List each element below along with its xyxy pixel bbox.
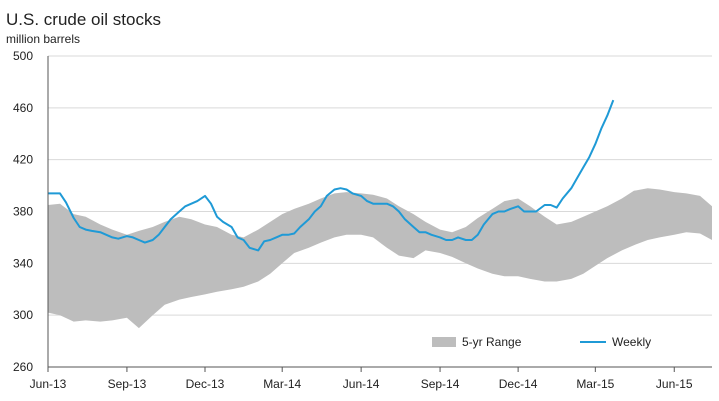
weekly-series-line <box>48 99 615 252</box>
legend: 5-yr Range Weekly <box>432 335 651 349</box>
y-tick-label: 500 <box>13 49 33 63</box>
x-tick-label: Mar-15 <box>576 377 614 391</box>
axes: 500 460 420 380 340 300 260 Jun-13 Sep-13 Dec-13 M… <box>13 49 712 391</box>
x-tick-label: Jun-15 <box>656 377 693 391</box>
legend-swatch-range <box>432 337 456 347</box>
x-tick-label: Mar-14 <box>263 377 301 391</box>
y-tick-label: 380 <box>13 205 33 219</box>
y-tick-label: 460 <box>13 101 33 115</box>
chart-subtitle: million barrels <box>6 32 80 46</box>
five-year-range-band <box>48 188 712 329</box>
legend-label-weekly: Weekly <box>612 335 651 349</box>
y-tick-label: 340 <box>13 256 33 270</box>
y-tick-label: 260 <box>13 360 33 374</box>
weekly-line-layer <box>48 99 615 252</box>
x-tick-label: Jun-13 <box>30 377 67 391</box>
x-tick-label: Jun-14 <box>343 377 380 391</box>
y-tick-label: 420 <box>13 153 33 167</box>
x-tick-label: Dec-14 <box>499 377 538 391</box>
range-band-layer <box>48 188 712 329</box>
legend-label-range: 5-yr Range <box>462 335 522 349</box>
x-tick-label: Sep-13 <box>108 377 147 391</box>
y-tick-label: 300 <box>13 308 33 322</box>
x-tick-label: Dec-13 <box>186 377 225 391</box>
x-tick-label: Sep-14 <box>421 377 460 391</box>
chart-title: U.S. crude oil stocks <box>6 10 161 29</box>
